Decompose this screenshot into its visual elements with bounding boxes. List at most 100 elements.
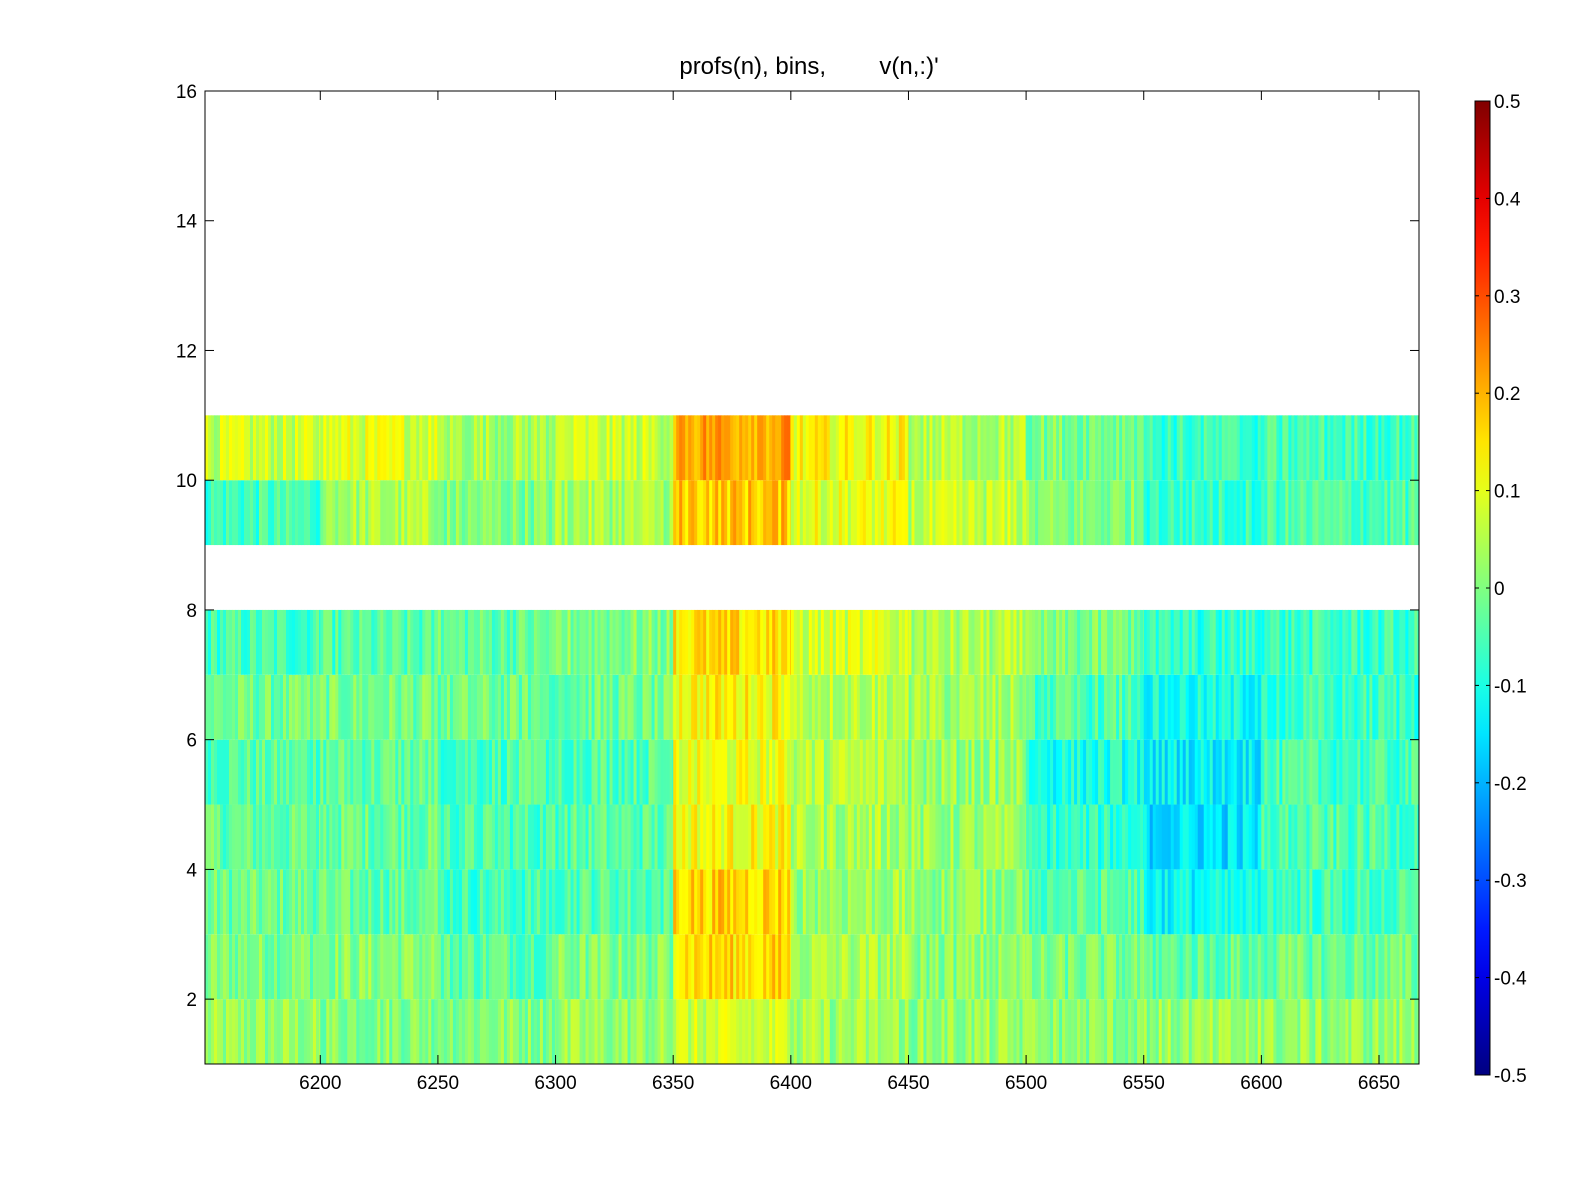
x-tick-label: 6250 bbox=[417, 1073, 459, 1094]
x-tick-label: 6650 bbox=[1358, 1073, 1400, 1094]
heatmap-cell bbox=[790, 674, 909, 740]
colorbar-tick-label: -0.4 bbox=[1494, 969, 1527, 990]
heatmap-cell bbox=[1143, 415, 1262, 481]
x-axis: 6200 6250 6300 6350 6400 6450 6500 6550 6600 6650 bbox=[299, 91, 1400, 1094]
heatmap-cell bbox=[437, 999, 556, 1064]
heatmap-cell bbox=[673, 934, 792, 1000]
x-tick-label: 6600 bbox=[1240, 1073, 1282, 1094]
y-tick-label: 6 bbox=[186, 731, 197, 752]
heatmap-cell bbox=[1026, 609, 1145, 675]
x-tick-label: 6400 bbox=[770, 1073, 812, 1094]
heatmap-cell bbox=[555, 999, 674, 1064]
colorbar-ticks: -0.5 -0.4 -0.3 -0.2 -0.1 0 0.1 0.2 0.3 0.4 0.5 bbox=[1475, 92, 1527, 1087]
heatmap-cell bbox=[205, 999, 321, 1064]
heatmap-cell bbox=[908, 609, 1027, 675]
heatmap-cell bbox=[790, 804, 909, 870]
heatmap-cell bbox=[790, 869, 909, 935]
heatmap-cell bbox=[320, 480, 439, 546]
heatmap-cell bbox=[673, 739, 792, 805]
heatmap-cell bbox=[555, 739, 674, 805]
heatmap-cell bbox=[790, 999, 909, 1064]
heatmap-cell bbox=[1026, 934, 1145, 1000]
heatmap-cell bbox=[1143, 804, 1262, 870]
heatmap-cell bbox=[555, 609, 674, 675]
colorbar-tick-label: -0.5 bbox=[1494, 1066, 1527, 1087]
heatmap-cell bbox=[908, 869, 1027, 935]
chart-title: profs(n), bins, v(n,:)' bbox=[679, 53, 938, 80]
heatmap-cell bbox=[320, 869, 439, 935]
colorbar-tick-label: -0.3 bbox=[1494, 871, 1527, 892]
heatmap-cell bbox=[437, 674, 556, 740]
heatmap-cell bbox=[790, 480, 909, 546]
heatmap-cell bbox=[555, 934, 674, 1000]
heatmap-cell bbox=[908, 480, 1027, 546]
colorbar: -0.5 -0.4 -0.3 -0.2 -0.1 0 0.1 0.2 0.3 0.4 0.5 bbox=[1474, 92, 1527, 1087]
heatmap-cell bbox=[1143, 999, 1262, 1064]
heatmap-cell bbox=[555, 804, 674, 870]
heatmap-cell bbox=[1143, 934, 1262, 1000]
heatmap-cell bbox=[1261, 739, 1420, 805]
heatmap-cell bbox=[1261, 804, 1420, 870]
colorbar-tick-label: 0.4 bbox=[1494, 189, 1521, 210]
y-tick-label: 4 bbox=[186, 860, 197, 881]
heatmap-cell bbox=[790, 609, 909, 675]
heatmap-cell bbox=[673, 869, 792, 935]
colorbar-tick-label: 0.3 bbox=[1494, 287, 1520, 308]
y-tick-label: 10 bbox=[176, 471, 197, 492]
heatmap-cell bbox=[1261, 415, 1420, 481]
heatmap-cell bbox=[790, 934, 909, 1000]
heatmap-cell bbox=[1143, 609, 1262, 675]
heatmap-cell bbox=[908, 674, 1027, 740]
heatmap-cell bbox=[555, 674, 674, 740]
heatmap-cell bbox=[437, 609, 556, 675]
heatmap-cell bbox=[673, 674, 792, 740]
heatmap-cell bbox=[437, 804, 556, 870]
x-tick-label: 6450 bbox=[887, 1073, 929, 1094]
heatmap-cell bbox=[1026, 999, 1145, 1064]
heatmap-cell bbox=[320, 934, 439, 1000]
heatmap-cells bbox=[205, 415, 1420, 1064]
colorbar-tick-label: 0.1 bbox=[1494, 482, 1520, 503]
heatmap-cell bbox=[1026, 869, 1145, 935]
heatmap-cell bbox=[320, 804, 439, 870]
heatmap-cell bbox=[205, 869, 321, 935]
heatmap-cell bbox=[205, 480, 321, 546]
heatmap-cell bbox=[673, 804, 792, 870]
heatmap-cell bbox=[1143, 869, 1262, 935]
x-tick-label: 6350 bbox=[652, 1073, 694, 1094]
heatmap-cell bbox=[908, 804, 1027, 870]
colorbar-tick-label: -0.1 bbox=[1494, 676, 1527, 697]
heatmap-cell bbox=[320, 674, 439, 740]
heatmap-cell bbox=[437, 739, 556, 805]
colorbar-tick-label: 0.5 bbox=[1494, 92, 1520, 113]
heatmap-cell bbox=[555, 869, 674, 935]
plot-frame bbox=[204, 90, 1420, 1065]
x-tick-label: 6300 bbox=[534, 1073, 576, 1094]
heatmap-cell bbox=[1143, 739, 1262, 805]
colorbar-tick-label: -0.2 bbox=[1494, 774, 1527, 795]
y-tick-label: 12 bbox=[176, 341, 197, 362]
x-tick-label: 6500 bbox=[1005, 1073, 1047, 1094]
y-axis: 2 4 6 8 10 12 14 16 bbox=[176, 82, 1419, 1011]
x-tick-label: 6550 bbox=[1123, 1073, 1165, 1094]
heatmap-cell bbox=[437, 869, 556, 935]
heatmap-cell bbox=[1026, 739, 1145, 805]
y-tick-label: 16 bbox=[176, 82, 197, 103]
heatmap-cell bbox=[320, 999, 439, 1064]
heatmap-cell bbox=[205, 739, 321, 805]
colorbar-tick-label: 0 bbox=[1494, 579, 1505, 600]
heatmap-cell bbox=[555, 415, 674, 481]
heatmap-cell bbox=[205, 609, 321, 675]
heatmap-cell bbox=[1261, 674, 1420, 740]
heatmap-cell bbox=[1026, 415, 1145, 481]
x-tick-label: 6200 bbox=[299, 1073, 341, 1094]
heatmap-cell bbox=[908, 934, 1027, 1000]
heatmap-cell bbox=[673, 480, 792, 546]
heatmap-cell bbox=[1261, 869, 1420, 935]
heatmap-cell bbox=[437, 480, 556, 546]
heatmap-cell bbox=[1026, 674, 1145, 740]
heatmap-cell bbox=[673, 609, 792, 675]
heatmap-cell bbox=[790, 415, 909, 481]
y-tick-label: 2 bbox=[186, 990, 197, 1011]
